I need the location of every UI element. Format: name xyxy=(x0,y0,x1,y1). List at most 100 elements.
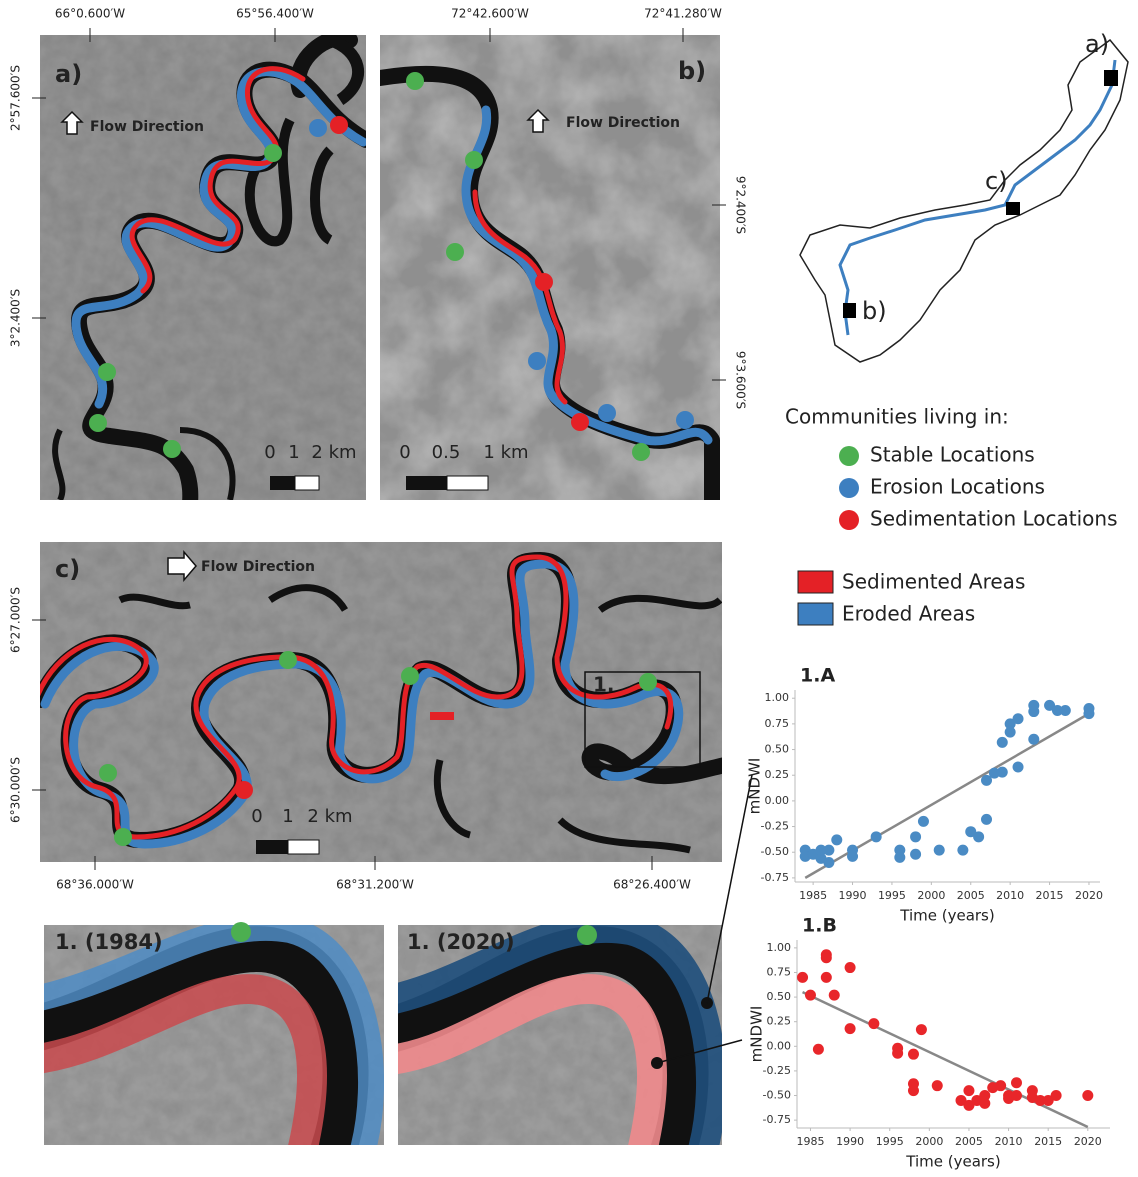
point xyxy=(1028,699,1040,711)
map-shape xyxy=(632,443,650,461)
lat-label: 9°3.600′S xyxy=(734,351,748,409)
point xyxy=(1028,733,1040,745)
x-axis-label: Time (years) xyxy=(899,907,994,925)
map-shape xyxy=(327,35,365,105)
legend: Communities living in: Stable Locations … xyxy=(785,405,1118,626)
map-shape xyxy=(838,59,1117,336)
map-shape xyxy=(235,781,253,799)
x-axis-label: Time (years) xyxy=(905,1153,1000,1171)
scale-label: 1 xyxy=(282,806,293,827)
point xyxy=(1051,705,1063,717)
point xyxy=(996,736,1008,748)
scale-label: 1 xyxy=(288,442,299,463)
legend-item: Eroded Areas xyxy=(842,602,975,626)
x-tick-label: 1985 xyxy=(799,889,827,902)
point xyxy=(844,1023,856,1035)
map-shape xyxy=(472,189,568,405)
map-shape xyxy=(44,925,384,1145)
point xyxy=(1004,718,1016,730)
map-shape xyxy=(163,440,181,458)
y-tick-label: 1.00 xyxy=(765,691,790,704)
x-tick-label: 2005 xyxy=(955,1135,983,1148)
x-tick-label: 2020 xyxy=(1075,889,1103,902)
x-tick-label: 1995 xyxy=(876,1135,904,1148)
lon-label: 68°26.400′W xyxy=(613,878,691,892)
scale-label: 0.5 xyxy=(432,442,461,463)
map-shape xyxy=(706,774,753,1004)
point xyxy=(907,1085,919,1097)
point xyxy=(815,844,827,856)
lat-label: 9°2.400′S xyxy=(734,176,748,234)
scale-label: 1 km xyxy=(483,442,528,463)
point xyxy=(892,1047,904,1059)
lat-label: 6°27.000′S xyxy=(9,587,23,653)
map-shape xyxy=(461,105,713,446)
lat-label: 3°2.400′S xyxy=(9,289,23,347)
y-tick-label: -0.25 xyxy=(761,820,789,833)
point xyxy=(1059,705,1071,717)
lon-label: 68°31.200′W xyxy=(336,878,414,892)
map-shape xyxy=(656,1039,743,1064)
map-shape xyxy=(406,72,424,90)
y-tick-label: -0.75 xyxy=(761,871,789,884)
y-tick-label: 0.50 xyxy=(767,990,792,1003)
inset-1984: 1. (1984) xyxy=(44,922,384,1145)
map-shape xyxy=(380,35,720,500)
chart-title: 1.B xyxy=(802,915,837,937)
map-shape xyxy=(270,476,295,490)
point xyxy=(812,1043,824,1055)
map-shape xyxy=(60,110,84,135)
lat-label: 2°57.600′S xyxy=(9,65,23,131)
point xyxy=(915,1024,927,1036)
legend-title: Communities living in: xyxy=(785,405,1009,429)
point xyxy=(955,1094,967,1106)
point xyxy=(1042,1094,1054,1106)
map-shape xyxy=(231,922,251,942)
map-shape xyxy=(839,446,859,466)
map-shape xyxy=(526,108,550,133)
map-shape xyxy=(1006,202,1020,215)
map-shape xyxy=(44,926,369,1145)
scale-label: 0 xyxy=(264,442,275,463)
map-shape xyxy=(398,926,709,1145)
map-shape xyxy=(44,925,384,1145)
y-axis-label: mNDWI xyxy=(746,758,764,815)
map-a: a) Flow Direction 0 1 2 km 66°0.600′W 65… xyxy=(9,7,366,500)
point xyxy=(820,952,832,964)
lat-label: 6°30.000′S xyxy=(9,757,23,823)
point xyxy=(820,971,832,983)
map-shape xyxy=(294,475,320,491)
trend-line xyxy=(804,712,1090,879)
overview-label: a) xyxy=(1085,30,1109,58)
point xyxy=(981,813,993,825)
map-shape xyxy=(401,667,419,685)
point xyxy=(963,1099,975,1111)
overview-label: c) xyxy=(985,167,1008,195)
map-shape xyxy=(465,151,483,169)
point xyxy=(894,851,906,863)
point xyxy=(870,831,882,843)
map-shape xyxy=(398,974,667,1145)
flow-label: Flow Direction xyxy=(90,119,204,135)
map-shape xyxy=(584,671,701,768)
inset-2020: 1. (2020) xyxy=(398,774,753,1145)
y-tick-label: 0.75 xyxy=(765,717,790,730)
trend-line xyxy=(802,991,1089,1129)
point xyxy=(963,1085,975,1097)
map-shape xyxy=(98,363,116,381)
map-shape xyxy=(114,828,132,846)
overview-label: b) xyxy=(862,297,887,325)
scale-label: 2 km xyxy=(311,442,356,463)
y-tick-label: -0.50 xyxy=(763,1089,791,1102)
flow-label: Flow Direction xyxy=(566,115,680,131)
x-tick-label: 1995 xyxy=(878,889,906,902)
point xyxy=(1012,713,1024,725)
map-shape xyxy=(330,116,348,134)
map-shape xyxy=(40,552,722,854)
legend-item: Sedimentation Locations xyxy=(870,507,1118,531)
scale-label: 0 xyxy=(399,442,410,463)
point xyxy=(828,989,840,1001)
point xyxy=(868,1018,880,1030)
point xyxy=(1082,1090,1094,1102)
